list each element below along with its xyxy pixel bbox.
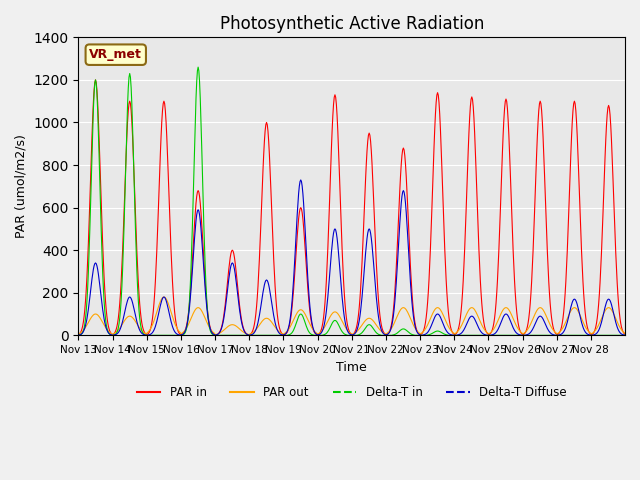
- Y-axis label: PAR (umol/m2/s): PAR (umol/m2/s): [15, 134, 28, 238]
- X-axis label: Time: Time: [337, 360, 367, 373]
- Title: Photosynthetic Active Radiation: Photosynthetic Active Radiation: [220, 15, 484, 33]
- Legend: PAR in, PAR out, Delta-T in, Delta-T Diffuse: PAR in, PAR out, Delta-T in, Delta-T Dif…: [132, 382, 572, 404]
- Text: VR_met: VR_met: [90, 48, 142, 61]
